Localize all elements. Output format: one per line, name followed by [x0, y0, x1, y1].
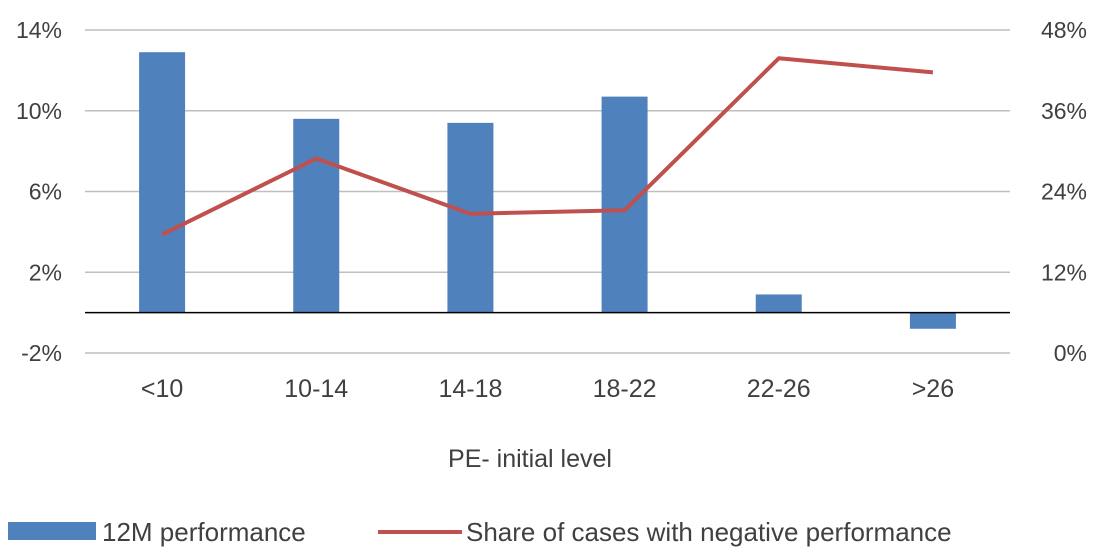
bar-5: [909, 312, 956, 329]
legend-swatch-12m-performance: [8, 522, 96, 540]
x-tick-label-4: 22-26: [747, 375, 811, 403]
bar-3: [601, 96, 648, 313]
left-tick-label-3: 10%: [16, 98, 62, 124]
legend: 12M performance Share of cases with nega…: [8, 517, 952, 547]
x-tick-label-1: 10-14: [284, 375, 348, 403]
left-y-axis: -2% 2% 6% 10% 14%: [16, 17, 62, 366]
right-tick-label-3: 36%: [1041, 98, 1087, 124]
legend-label-12m-performance: 12M performance: [102, 517, 306, 547]
right-tick-label-4: 48%: [1041, 17, 1087, 43]
right-y-axis: 0% 12% 24% 36% 48%: [1041, 17, 1087, 366]
legend-label-negative-share: Share of cases with negative performance: [466, 517, 952, 547]
left-tick-label-1: 2%: [29, 259, 62, 285]
line-series-negative-share: [161, 56, 934, 237]
left-tick-label-2: 6%: [29, 179, 62, 205]
x-tick-label-5: >26: [912, 375, 954, 403]
left-tick-label-4: 14%: [16, 17, 62, 43]
right-tick-label-0: 0%: [1054, 340, 1087, 366]
bar-1: [293, 118, 340, 313]
x-axis: <10 10-14 14-18 18-22 22-26 >26: [141, 375, 954, 403]
x-tick-label-0: <10: [141, 375, 183, 403]
line-path: [161, 56, 934, 237]
bar-0: [139, 52, 186, 313]
gridlines: [85, 29, 1010, 354]
right-tick-label-1: 12%: [1041, 259, 1087, 285]
bar-4: [755, 294, 802, 313]
bar-series-12m-performance: [139, 52, 956, 329]
bar-2: [447, 122, 494, 313]
x-axis-title: PE- initial level: [448, 445, 612, 473]
x-tick-label-3: 18-22: [593, 375, 657, 403]
right-tick-label-2: 24%: [1041, 179, 1087, 205]
x-tick-label-2: 14-18: [438, 375, 502, 403]
left-tick-label-0: -2%: [21, 340, 62, 366]
